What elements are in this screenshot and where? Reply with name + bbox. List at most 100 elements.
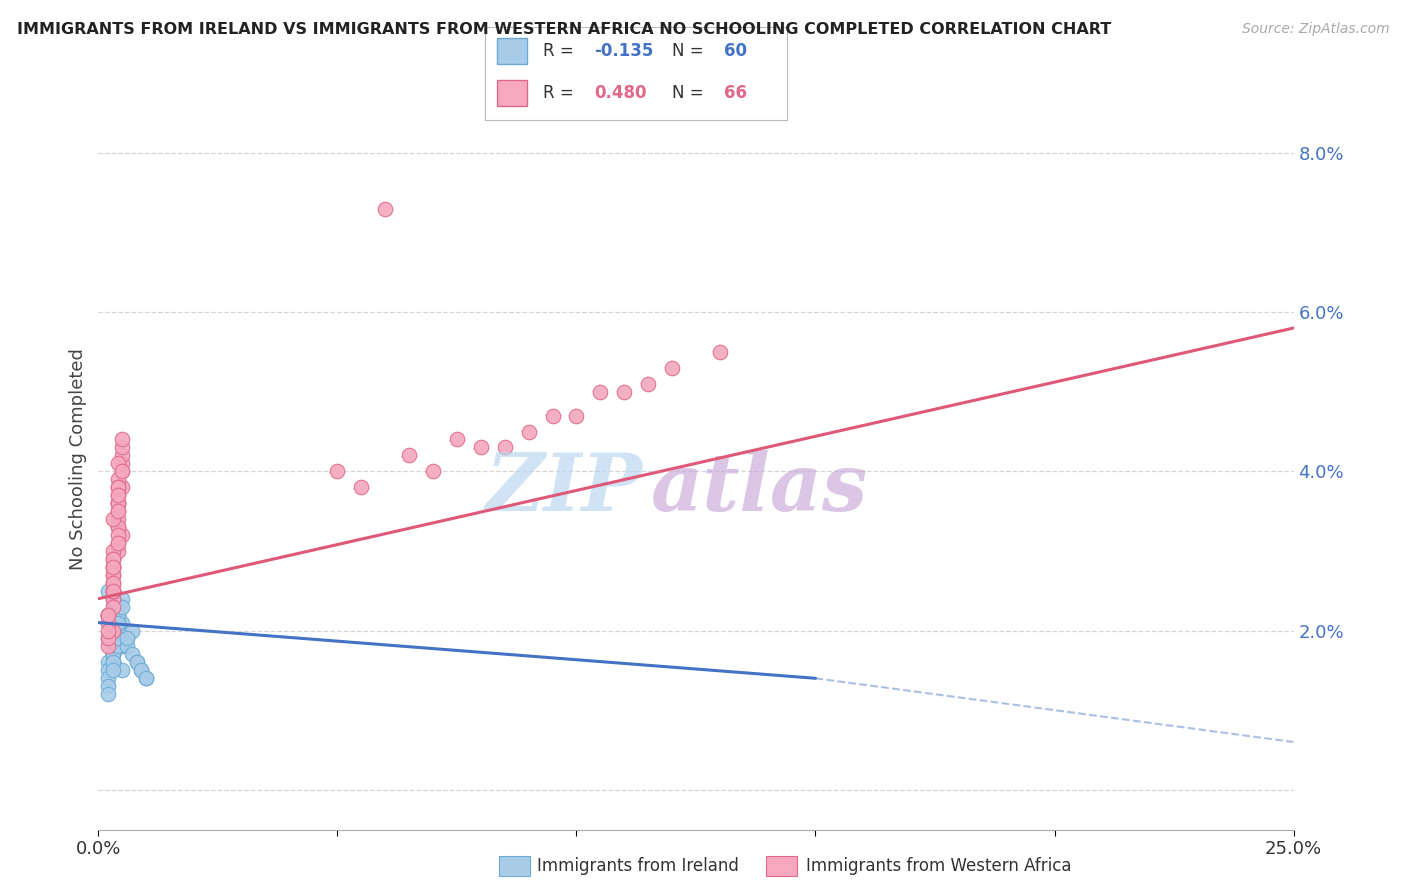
Point <box>107 632 129 646</box>
Point <box>111 528 134 542</box>
Point <box>111 615 134 630</box>
Text: Immigrants from Ireland: Immigrants from Ireland <box>537 857 740 875</box>
Point <box>107 607 129 622</box>
Point <box>101 559 124 574</box>
Point <box>101 583 124 598</box>
Y-axis label: No Schooling Completed: No Schooling Completed <box>69 349 87 570</box>
Text: 0.480: 0.480 <box>593 84 647 102</box>
Point <box>97 632 120 646</box>
Point <box>101 648 124 662</box>
Point <box>541 409 564 423</box>
Point <box>97 687 120 701</box>
Point <box>101 664 124 678</box>
Point <box>121 648 143 662</box>
Point <box>107 528 129 542</box>
Point <box>107 632 129 646</box>
Point <box>101 575 124 590</box>
Point <box>398 449 420 463</box>
Point <box>111 464 134 478</box>
Point <box>97 607 120 622</box>
Point <box>107 488 129 502</box>
Point <box>111 433 134 447</box>
Text: IMMIGRANTS FROM IRELAND VS IMMIGRANTS FROM WESTERN AFRICA NO SCHOOLING COMPLETED: IMMIGRANTS FROM IRELAND VS IMMIGRANTS FR… <box>17 22 1111 37</box>
Point <box>101 559 124 574</box>
Point <box>107 480 129 494</box>
Point <box>107 512 129 526</box>
Point <box>101 615 124 630</box>
Point <box>97 607 120 622</box>
Point <box>111 664 134 678</box>
Point <box>111 591 134 606</box>
Point <box>107 544 129 558</box>
Text: 60: 60 <box>724 42 747 60</box>
Point <box>101 552 124 566</box>
Point <box>101 640 124 654</box>
Point <box>107 520 129 534</box>
Point <box>97 583 120 598</box>
Point <box>101 632 124 646</box>
Point <box>107 536 129 550</box>
Point <box>709 345 731 359</box>
Point <box>111 441 134 455</box>
Point <box>101 591 124 606</box>
Point <box>494 441 516 455</box>
Point <box>135 671 157 685</box>
Point <box>374 202 396 216</box>
Point <box>97 679 120 693</box>
Point <box>97 656 120 670</box>
Point <box>107 624 129 638</box>
Point <box>101 599 124 614</box>
Point <box>101 583 124 598</box>
Point <box>107 615 129 630</box>
FancyBboxPatch shape <box>498 80 527 106</box>
Point <box>107 496 129 510</box>
Point <box>613 384 636 399</box>
Point <box>101 583 124 598</box>
Point <box>131 664 153 678</box>
Point <box>107 536 129 550</box>
Point <box>422 464 444 478</box>
Text: atlas: atlas <box>651 450 868 528</box>
Point <box>97 624 120 638</box>
Point <box>97 671 120 685</box>
Point <box>107 496 129 510</box>
Text: N =: N = <box>672 84 710 102</box>
Point <box>326 464 349 478</box>
Point <box>97 640 120 654</box>
Point <box>111 449 134 463</box>
Point <box>446 433 468 447</box>
Point <box>107 632 129 646</box>
Point <box>101 575 124 590</box>
Point <box>107 624 129 638</box>
Point <box>115 640 138 654</box>
Point <box>111 640 134 654</box>
Point <box>101 599 124 614</box>
Point <box>661 360 683 375</box>
Point <box>111 456 134 470</box>
Point <box>637 376 659 391</box>
Point <box>101 648 124 662</box>
Point <box>107 615 129 630</box>
Point <box>101 624 124 638</box>
Point <box>111 480 134 494</box>
Point <box>107 624 129 638</box>
Point <box>101 624 124 638</box>
Point <box>107 640 129 654</box>
Point <box>107 607 129 622</box>
Point <box>115 632 138 646</box>
Point <box>101 583 124 598</box>
Text: -0.135: -0.135 <box>593 42 654 60</box>
Point <box>107 624 129 638</box>
Text: N =: N = <box>672 42 710 60</box>
Point <box>350 480 373 494</box>
Point <box>470 441 492 455</box>
Text: Immigrants from Western Africa: Immigrants from Western Africa <box>806 857 1071 875</box>
Point <box>517 425 540 439</box>
Point <box>107 615 129 630</box>
Point <box>125 656 148 670</box>
Point <box>97 615 120 630</box>
Point <box>589 384 612 399</box>
Point <box>107 632 129 646</box>
Point <box>125 656 148 670</box>
Point <box>101 544 124 558</box>
